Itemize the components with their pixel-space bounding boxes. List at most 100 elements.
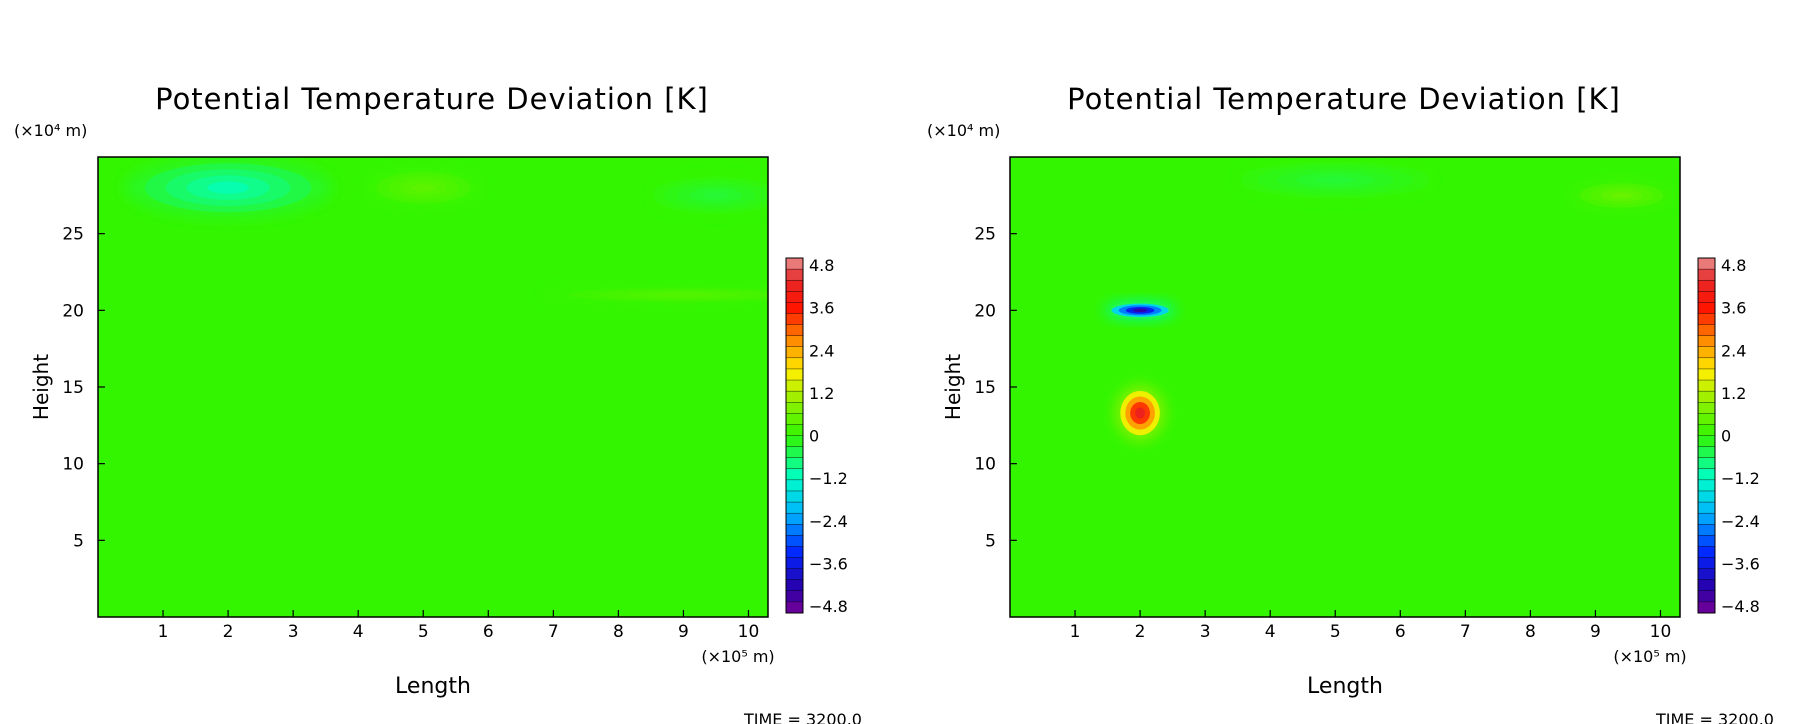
colorbar-label: −3.6 bbox=[1721, 554, 1760, 573]
x-tick-label: 10 bbox=[738, 622, 760, 642]
colorbar-segment bbox=[785, 413, 804, 425]
colorbar-segment bbox=[1697, 279, 1716, 292]
x-tick-label: 4 bbox=[1265, 622, 1276, 642]
colorbar-label: 2.4 bbox=[809, 341, 834, 360]
colorbar-labels: 4.8 3.6 2.4 1.2 0 −1.2 −2.4 −3.6 −4.8 bbox=[809, 256, 848, 616]
y-axis-label: Height bbox=[941, 354, 965, 420]
colorbar-segment bbox=[785, 379, 804, 392]
colorbar-segment bbox=[1697, 413, 1716, 425]
colorbar-segment bbox=[1697, 512, 1716, 525]
y-tick-label: 25 bbox=[974, 225, 996, 245]
colorbar-segment bbox=[1697, 268, 1716, 281]
chart-title: Potential Temperature Deviation [K] bbox=[1067, 82, 1621, 116]
colorbar-segment bbox=[785, 257, 804, 270]
colorbar-label: −2.4 bbox=[1721, 512, 1760, 531]
x-tick-label: 10 bbox=[1650, 622, 1672, 642]
plot-area bbox=[97, 156, 769, 618]
time-footer: TIME = 3200.0 bbox=[1655, 710, 1774, 724]
colorbar-segment bbox=[1697, 379, 1716, 392]
colorbar-segment bbox=[1697, 357, 1716, 370]
x-unit-label: (×10⁵ m) bbox=[701, 647, 774, 666]
colorbar-frame bbox=[785, 257, 804, 614]
x-tick-label: 6 bbox=[1395, 622, 1406, 642]
contour-features bbox=[1104, 161, 1674, 441]
y-tick-label: 10 bbox=[974, 455, 996, 475]
colorbar-segment bbox=[785, 524, 804, 536]
colorbar-segment bbox=[785, 457, 804, 470]
colorbar-segment bbox=[785, 568, 804, 581]
y-tick-label: 5 bbox=[985, 531, 996, 551]
colorbar-segment bbox=[1697, 546, 1716, 559]
colorbar-segment bbox=[1697, 479, 1716, 492]
colorbar-segment bbox=[785, 435, 804, 448]
contour-feature bbox=[411, 183, 435, 192]
y-tick-label: 5 bbox=[73, 531, 84, 551]
colorbar-segment bbox=[785, 346, 804, 359]
colorbar-segment bbox=[1697, 457, 1716, 470]
colorbar-segment bbox=[785, 468, 804, 481]
x-unit-label: (×10⁵ m) bbox=[1613, 647, 1686, 666]
x-tick-label: 7 bbox=[1460, 622, 1471, 642]
plot-background bbox=[1010, 157, 1680, 617]
colorbar-segment bbox=[785, 490, 804, 503]
contour-feature bbox=[207, 181, 249, 194]
colorbar-segment bbox=[1697, 446, 1716, 459]
colorbar-segment bbox=[785, 368, 804, 381]
x-tick-label: 9 bbox=[1590, 622, 1601, 642]
colorbar-segment bbox=[785, 390, 804, 403]
colorbar-segment bbox=[1697, 579, 1716, 592]
colorbar-segment bbox=[785, 402, 804, 414]
colorbar-segment bbox=[785, 291, 804, 303]
colorbar-segment bbox=[1697, 501, 1716, 514]
colorbar-segment bbox=[785, 302, 804, 314]
x-tick-label: 6 bbox=[483, 622, 494, 642]
y-unit-label: (×10⁴ m) bbox=[927, 121, 1000, 140]
x-tick-label: 8 bbox=[613, 622, 624, 642]
colorbar-segments bbox=[1697, 257, 1716, 614]
colorbar-segment bbox=[1697, 601, 1716, 614]
colorbar-segment bbox=[785, 546, 804, 559]
colorbar-segment bbox=[785, 268, 804, 281]
contour-feature bbox=[1611, 192, 1632, 199]
colorbar-segment bbox=[785, 535, 804, 547]
colorbar-segment bbox=[1697, 524, 1716, 536]
y-unit-label: (×10⁴ m) bbox=[14, 121, 87, 140]
colorbar-segment bbox=[785, 579, 804, 592]
colorbar-frame bbox=[1697, 257, 1716, 614]
colorbar-label: 3.6 bbox=[809, 299, 834, 318]
colorbar-segment bbox=[785, 501, 804, 514]
x-tick-label: 8 bbox=[1525, 622, 1536, 642]
colorbar-segment bbox=[1697, 568, 1716, 581]
contour-feature bbox=[1132, 308, 1148, 313]
colorbar-label: −4.8 bbox=[809, 597, 848, 616]
plot-area bbox=[1009, 156, 1681, 618]
colorbar-segment bbox=[1697, 535, 1716, 547]
colorbar-segment bbox=[785, 557, 804, 570]
colorbar-segment bbox=[1697, 557, 1716, 570]
colorbar-labels: 4.8 3.6 2.4 1.2 0 −1.2 −2.4 −3.6 −4.8 bbox=[1721, 256, 1760, 616]
colorbar-label: 2.4 bbox=[1721, 341, 1746, 360]
y-tick-label: 10 bbox=[62, 455, 84, 475]
x-tick-label: 5 bbox=[418, 622, 429, 642]
colorbar-label: −1.2 bbox=[809, 469, 848, 488]
colorbar-segment bbox=[1697, 590, 1716, 603]
contour-feature bbox=[702, 191, 729, 200]
x-tick-label: 3 bbox=[1200, 622, 1211, 642]
y-tick-label: 20 bbox=[974, 301, 996, 321]
contour-feature bbox=[1135, 407, 1146, 419]
colorbar-segment bbox=[785, 512, 804, 525]
colorbar-label: 0 bbox=[809, 427, 819, 446]
colorbar: 4.8 3.6 2.4 1.2 0 −1.2 −2.4 −3.6 −4.8 bbox=[785, 256, 848, 616]
panel-left: Potential Temperature Deviation [K] (×10… bbox=[14, 82, 862, 724]
colorbar-segment bbox=[785, 357, 804, 370]
colorbar-segment bbox=[1697, 424, 1716, 437]
x-axis-label: Length bbox=[1307, 674, 1383, 699]
colorbar-segment bbox=[1697, 335, 1716, 348]
colorbar-segment bbox=[1697, 346, 1716, 359]
colorbar-segment bbox=[1697, 257, 1716, 270]
x-axis-label: Length bbox=[395, 674, 471, 699]
x-tick-label: 1 bbox=[158, 622, 169, 642]
colorbar-segment bbox=[1697, 390, 1716, 403]
x-tick-label: 4 bbox=[353, 622, 364, 642]
colorbar-label: −3.6 bbox=[809, 554, 848, 573]
